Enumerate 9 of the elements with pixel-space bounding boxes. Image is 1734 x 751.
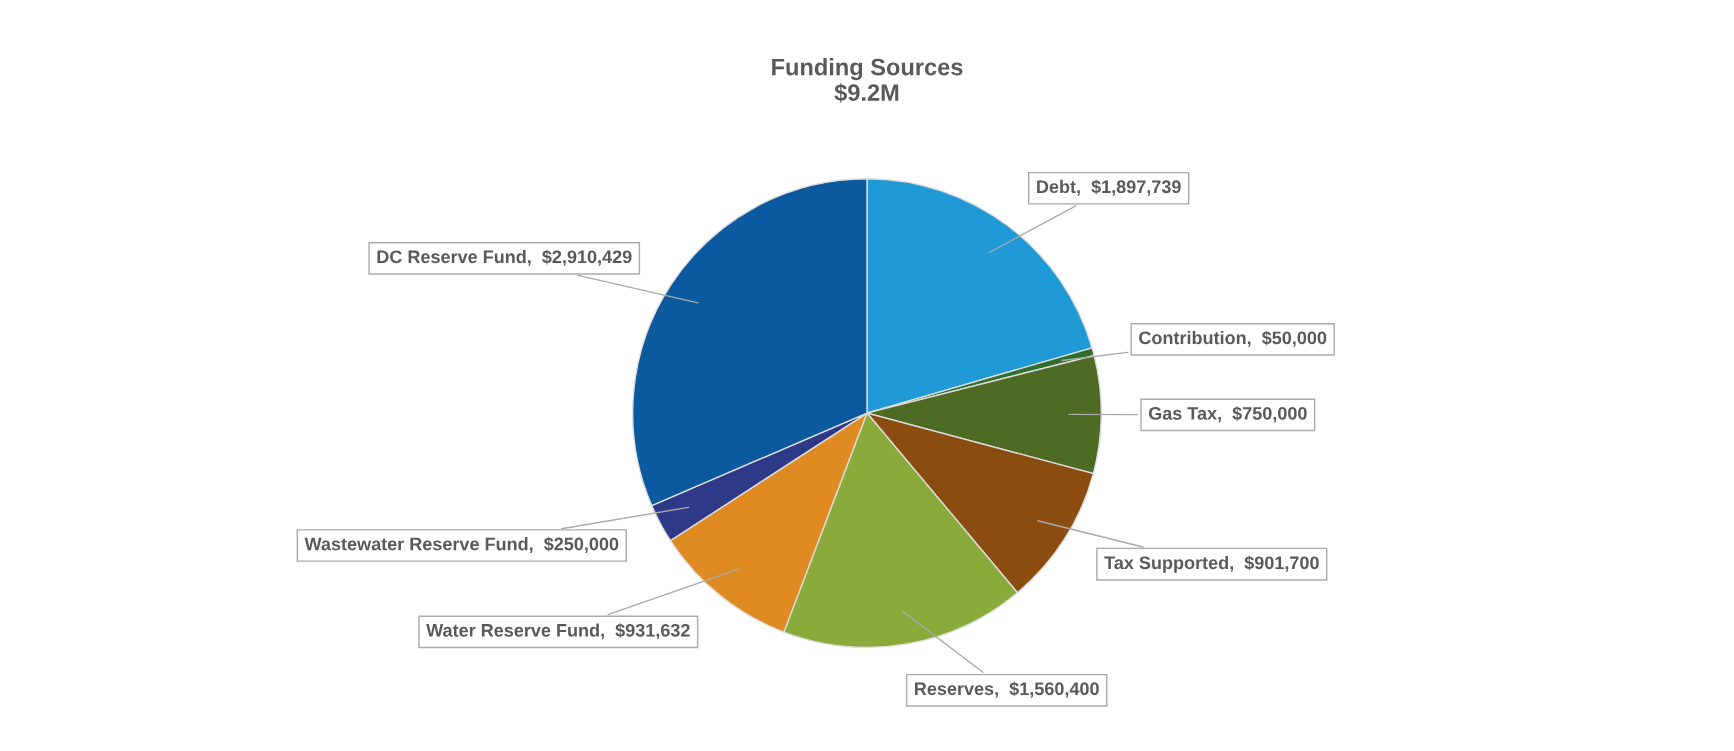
slice-label: Water Reserve Fund, $931,632 xyxy=(426,623,690,640)
slice-label: Wastewater Reserve Fund, $250,000 xyxy=(304,536,619,553)
slice-label: Gas Tax, $750,000 xyxy=(1148,406,1307,423)
chart-title: Funding Sources $9.2M xyxy=(772,58,963,103)
slice-label: Reserves, $1,560,400 xyxy=(915,681,1099,698)
slice-label: Debt, $1,897,739 xyxy=(1037,179,1181,196)
slice-label: DC Reserve Fund, $2,910,429 xyxy=(377,249,632,266)
slice-label: Contribution, $50,000 xyxy=(1139,330,1327,347)
slice-label: Tax Supported, $901,700 xyxy=(1104,555,1319,573)
